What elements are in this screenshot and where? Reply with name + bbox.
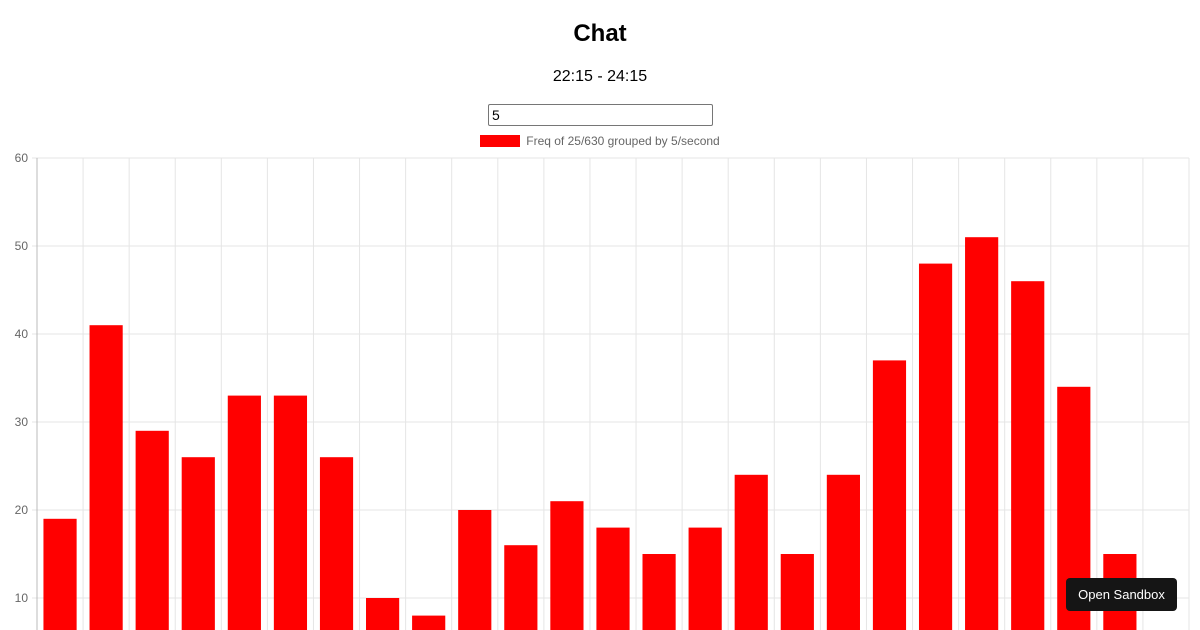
bar	[89, 325, 123, 630]
bar	[504, 545, 538, 630]
bar	[366, 598, 400, 630]
y-tick-label: 30	[15, 415, 29, 429]
open-sandbox-button[interactable]: Open Sandbox	[1066, 578, 1177, 611]
bar	[1011, 281, 1045, 630]
bars	[43, 237, 1137, 630]
bar	[319, 457, 354, 630]
bar	[872, 360, 907, 630]
legend-swatch	[480, 135, 521, 147]
bar	[273, 395, 308, 630]
bar	[918, 263, 953, 630]
y-tick-label: 50	[15, 239, 29, 253]
bar	[826, 474, 860, 630]
y-tick-label: 60	[15, 151, 29, 165]
bar	[135, 430, 169, 630]
legend-label: Freq of 25/630 grouped by 5/second	[526, 134, 720, 148]
bar	[734, 474, 768, 630]
chart-legend[interactable]: Freq of 25/630 grouped by 5/second	[0, 134, 1200, 148]
bar	[412, 615, 446, 630]
bar	[965, 237, 999, 630]
page-title: Chat	[573, 20, 627, 47]
grid-lines	[32, 157, 1190, 630]
bar	[688, 527, 722, 630]
bar	[227, 395, 261, 630]
time-range-subtitle: 22:15 - 24:15	[552, 68, 648, 85]
y-tick-label: 20	[15, 503, 29, 517]
y-tick-label: 10	[15, 591, 29, 605]
bar	[550, 501, 584, 630]
bar	[181, 457, 215, 630]
y-axis-ticks: 10 20 30 40 50 60	[15, 151, 29, 605]
bar	[642, 554, 676, 630]
y-tick-label: 40	[15, 327, 29, 341]
bar	[43, 518, 77, 630]
bar	[596, 527, 630, 630]
group-size-input[interactable]	[488, 104, 713, 126]
bar	[458, 510, 492, 630]
bar	[780, 554, 814, 630]
